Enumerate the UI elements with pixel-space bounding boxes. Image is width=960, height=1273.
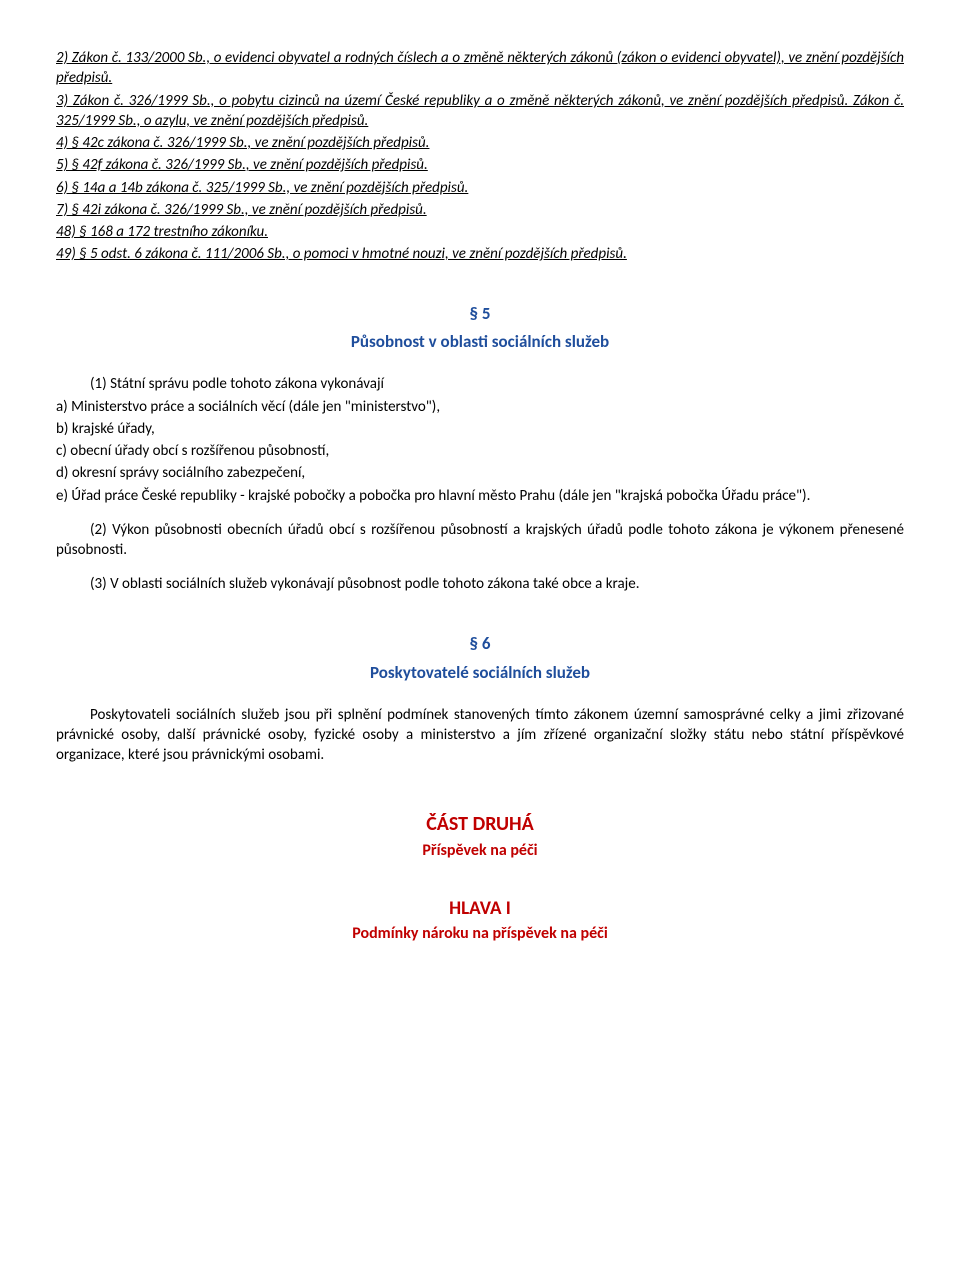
footnote: 7) § 42i zákona č. 326/1999 Sb., ve zněn… xyxy=(56,200,904,220)
section-6-title: Poskytovatelé sociálních služeb xyxy=(56,662,904,685)
s5-p1-item-d: d) okresní správy sociálního zabezpečení… xyxy=(56,463,904,483)
part-2-subtitle: Příspěvek na péči xyxy=(56,840,904,862)
section-5-title: Působnost v oblasti sociálních služeb xyxy=(56,331,904,354)
hlava-1-subtitle: Podmínky nároku na příspěvek na péči xyxy=(56,923,904,945)
footnote: 49) § 5 odst. 6 zákona č. 111/2006 Sb., … xyxy=(56,244,904,264)
part-2-title: ČÁST DRUHÁ xyxy=(56,811,904,838)
s5-p1-item-b: b) krajské úřady, xyxy=(56,419,904,439)
s5-p2: (2) Výkon působnosti obecních úřadů obcí… xyxy=(56,520,904,561)
s5-p1-item-c: c) obecní úřady obcí s rozšířenou působn… xyxy=(56,441,904,461)
s5-p1-lead: (1) Státní správu podle tohoto zákona vy… xyxy=(56,374,904,394)
s5-p1-item-a: a) Ministerstvo práce a sociálních věcí … xyxy=(56,397,904,417)
s5-p3: (3) V oblasti sociálních služeb vykonáva… xyxy=(56,574,904,594)
footnote: 2) Zákon č. 133/2000 Sb., o evidenci oby… xyxy=(56,48,904,89)
s6-p1: Poskytovateli sociálních služeb jsou při… xyxy=(56,705,904,766)
footnote: 4) § 42c zákona č. 326/1999 Sb., ve zněn… xyxy=(56,133,904,153)
hlava-1-title: HLAVA I xyxy=(56,896,904,922)
footnote: 5) § 42f zákona č. 326/1999 Sb., ve zněn… xyxy=(56,155,904,175)
section-5-number: § 5 xyxy=(56,303,904,326)
section-6-number: § 6 xyxy=(56,633,904,656)
footnote: 6) § 14a a 14b zákona č. 325/1999 Sb., v… xyxy=(56,178,904,198)
footnotes-block: 2) Zákon č. 133/2000 Sb., o evidenci oby… xyxy=(56,48,904,265)
footnote: 48) § 168 a 172 trestního zákoníku. xyxy=(56,222,904,242)
s5-p1-item-e: e) Úřad práce České republiky - krajské … xyxy=(56,486,904,506)
footnote: 3) Zákon č. 326/1999 Sb., o pobytu cizin… xyxy=(56,91,904,132)
